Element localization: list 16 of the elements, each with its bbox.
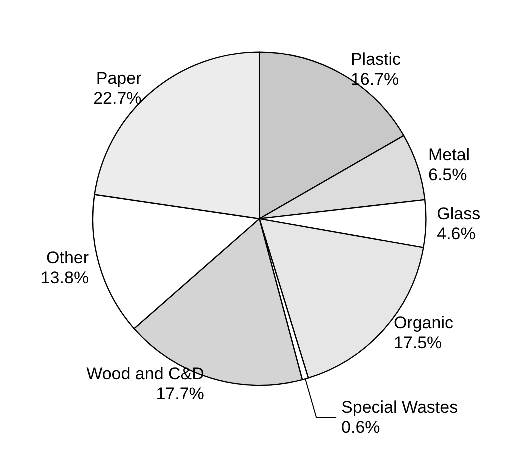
data-label: 6.5% [428,165,468,184]
slice-label: Organic [394,314,454,333]
slice-label: Special Wastes [342,398,458,418]
data-label: 13.8% [40,268,90,288]
data-label: 16.7% [350,70,400,90]
slice-label: Metal [428,145,470,164]
slice-label: Other [46,248,90,268]
slice-label: Wood and C&D [86,364,204,384]
slice-label: Plastic [350,50,402,70]
data-label: 0.6% [342,418,380,438]
data-label: 17.7% [156,384,204,404]
data-label: 4.6% [437,224,476,244]
data-label: 22.7% [94,88,142,108]
slice-label: Glass [437,204,481,224]
data-label: 17.5% [394,334,442,353]
slice-label: Paper [96,68,142,88]
